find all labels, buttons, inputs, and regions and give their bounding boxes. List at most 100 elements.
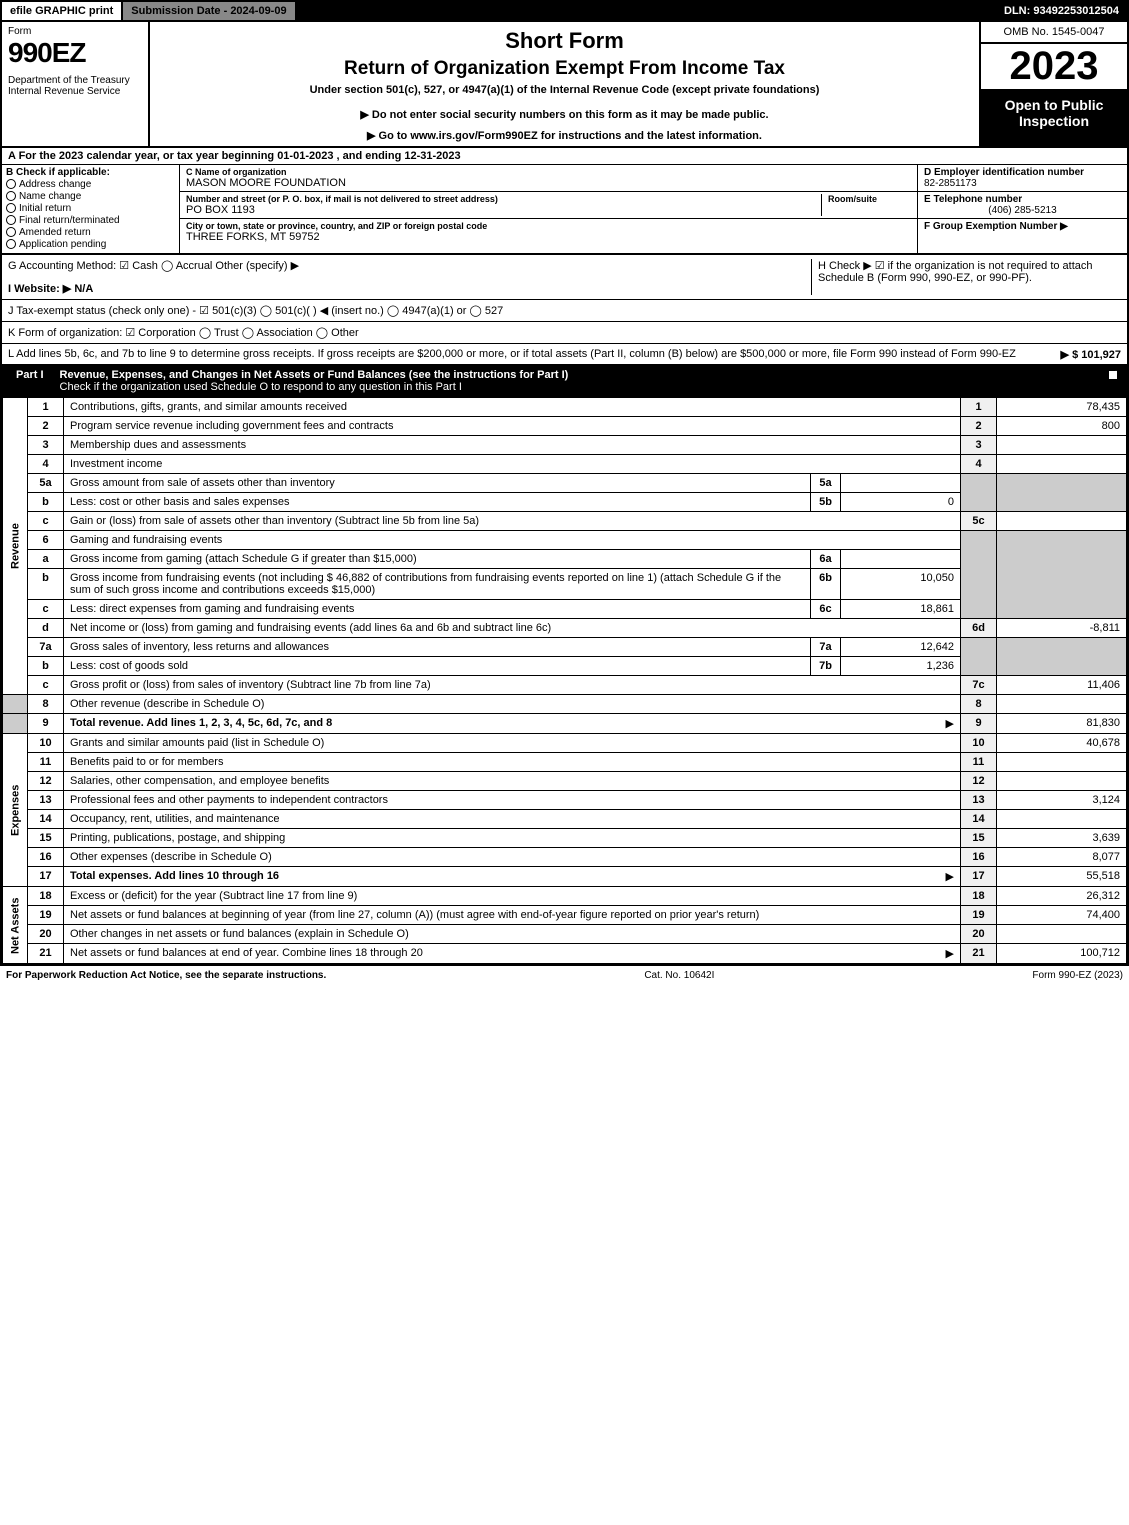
org-name: MASON MOORE FOUNDATION bbox=[186, 177, 911, 189]
l-row: L Add lines 5b, 6c, and 7b to line 9 to … bbox=[2, 344, 1127, 364]
street-label: Number and street (or P. O. box, if mail… bbox=[186, 194, 821, 204]
table-row: cGross profit or (loss) from sales of in… bbox=[3, 676, 1127, 695]
part-i-check-icon bbox=[1108, 369, 1121, 393]
table-row: 13Professional fees and other payments t… bbox=[3, 791, 1127, 810]
open-inspection: Open to Public Inspection bbox=[981, 91, 1127, 146]
tax-year: 2023 bbox=[981, 44, 1127, 91]
table-row: Net Assets 18Excess or (deficit) for the… bbox=[3, 887, 1127, 906]
c-name-label: C Name of organization bbox=[186, 167, 911, 177]
irs-link[interactable]: ▶ Go to www.irs.gov/Form990EZ for instru… bbox=[156, 129, 973, 142]
f-row: F Group Exemption Number ▶ bbox=[918, 219, 1127, 234]
header-center: Short Form Return of Organization Exempt… bbox=[150, 22, 979, 146]
phone: (406) 285-5213 bbox=[924, 205, 1121, 216]
table-row: 21Net assets or fund balances at end of … bbox=[3, 944, 1127, 964]
footer-right: Form 990-EZ (2023) bbox=[1032, 970, 1123, 981]
col-b: B Check if applicable: Address change Na… bbox=[2, 165, 180, 253]
g-accounting: G Accounting Method: ☑ Cash ◯ Accrual Ot… bbox=[8, 259, 811, 272]
title-short-form: Short Form bbox=[156, 28, 973, 54]
dln: DLN: 93492253012504 bbox=[996, 2, 1127, 20]
netassets-vlabel: Net Assets bbox=[3, 887, 28, 964]
cb-pending[interactable]: Application pending bbox=[6, 239, 175, 250]
table-row: 6Gaming and fundraising events bbox=[3, 531, 1127, 550]
table-row: 5aGross amount from sale of assets other… bbox=[3, 474, 1127, 493]
part-i: Part I Revenue, Expenses, and Changes in… bbox=[0, 366, 1129, 966]
city-row: City or town, state or province, country… bbox=[180, 219, 917, 245]
gh-row: G Accounting Method: ☑ Cash ◯ Accrual Ot… bbox=[2, 255, 1127, 300]
row-a: A For the 2023 calendar year, or tax yea… bbox=[2, 148, 1127, 165]
table-row: bLess: cost of goods sold7b1,236 bbox=[3, 657, 1127, 676]
table-row: cLess: direct expenses from gaming and f… bbox=[3, 600, 1127, 619]
footer-mid: Cat. No. 10642I bbox=[644, 970, 714, 981]
lines-table: Revenue 1Contributions, gifts, grants, a… bbox=[2, 397, 1127, 964]
table-row: 2Program service revenue including gover… bbox=[3, 417, 1127, 436]
table-row: Expenses 10Grants and similar amounts pa… bbox=[3, 734, 1127, 753]
footer-left: For Paperwork Reduction Act Notice, see … bbox=[6, 970, 326, 981]
i-website: I Website: ▶ N/A bbox=[8, 282, 811, 295]
street: PO BOX 1193 bbox=[186, 204, 821, 216]
table-row: 16Other expenses (describe in Schedule O… bbox=[3, 848, 1127, 867]
section-ghij: G Accounting Method: ☑ Cash ◯ Accrual Ot… bbox=[0, 255, 1129, 366]
room-label: Room/suite bbox=[828, 194, 911, 204]
city: THREE FORKS, MT 59752 bbox=[186, 231, 487, 243]
table-row: 12Salaries, other compensation, and empl… bbox=[3, 772, 1127, 791]
table-row: bGross income from fundraising events (n… bbox=[3, 569, 1127, 600]
top-bar: efile GRAPHIC print Submission Date - 20… bbox=[0, 0, 1129, 22]
d-row: D Employer identification number82-28511… bbox=[918, 165, 1127, 192]
cb-final[interactable]: Final return/terminated bbox=[6, 215, 175, 226]
table-row: 8Other revenue (describe in Schedule O)8 bbox=[3, 695, 1127, 714]
l-text: L Add lines 5b, 6c, and 7b to line 9 to … bbox=[8, 348, 1016, 360]
table-row: Revenue 1Contributions, gifts, grants, a… bbox=[3, 398, 1127, 417]
section-abcdef: A For the 2023 calendar year, or tax yea… bbox=[0, 148, 1129, 255]
title-return: Return of Organization Exempt From Incom… bbox=[156, 58, 973, 80]
e-row: E Telephone number(406) 285-5213 bbox=[918, 192, 1127, 219]
part-i-sub: Check if the organization used Schedule … bbox=[60, 381, 462, 393]
table-row: 3Membership dues and assessments3 bbox=[3, 436, 1127, 455]
table-row: 17Total expenses. Add lines 10 through 1… bbox=[3, 867, 1127, 887]
j-row: J Tax-exempt status (check only one) - ☑… bbox=[2, 300, 1127, 322]
table-row: 20Other changes in net assets or fund ba… bbox=[3, 925, 1127, 944]
col-c: C Name of organizationMASON MOORE FOUNDA… bbox=[180, 165, 917, 253]
city-label: City or town, state or province, country… bbox=[186, 221, 487, 231]
submission-date: Submission Date - 2024-09-09 bbox=[123, 2, 296, 20]
b-label: B Check if applicable: bbox=[6, 167, 175, 178]
header-right: OMB No. 1545-0047 2023 Open to Public In… bbox=[979, 22, 1127, 146]
h-box: H Check ▶ ☑ if the organization is not r… bbox=[811, 259, 1121, 295]
revenue-vlabel: Revenue bbox=[3, 398, 28, 695]
ssn-note: ▶ Do not enter social security numbers o… bbox=[156, 108, 973, 121]
cb-address[interactable]: Address change bbox=[6, 179, 175, 190]
table-row: 15Printing, publications, postage, and s… bbox=[3, 829, 1127, 848]
table-row: dNet income or (loss) from gaming and fu… bbox=[3, 619, 1127, 638]
table-row: 9Total revenue. Add lines 1, 2, 3, 4, 5c… bbox=[3, 714, 1127, 734]
table-row: 14Occupancy, rent, utilities, and mainte… bbox=[3, 810, 1127, 829]
footer: For Paperwork Reduction Act Notice, see … bbox=[0, 966, 1129, 985]
form-word: Form bbox=[8, 26, 142, 37]
e-label: E Telephone number bbox=[924, 194, 1121, 205]
table-row: aGross income from gaming (attach Schedu… bbox=[3, 550, 1127, 569]
street-row: Number and street (or P. O. box, if mail… bbox=[180, 192, 917, 219]
cb-name[interactable]: Name change bbox=[6, 191, 175, 202]
form-header: Form 990EZ Department of the Treasury In… bbox=[0, 22, 1129, 148]
omb-number: OMB No. 1545-0047 bbox=[981, 22, 1127, 44]
org-name-row: C Name of organizationMASON MOORE FOUNDA… bbox=[180, 165, 917, 192]
header-left: Form 990EZ Department of the Treasury In… bbox=[2, 22, 150, 146]
ein: 82-2851173 bbox=[924, 178, 1121, 189]
f-label: F Group Exemption Number ▶ bbox=[924, 221, 1068, 232]
table-row: 4Investment income4 bbox=[3, 455, 1127, 474]
part-i-title: Revenue, Expenses, and Changes in Net As… bbox=[60, 369, 569, 381]
cb-amended[interactable]: Amended return bbox=[6, 227, 175, 238]
table-row: 19Net assets or fund balances at beginni… bbox=[3, 906, 1127, 925]
cb-initial[interactable]: Initial return bbox=[6, 203, 175, 214]
part-i-num: Part I bbox=[8, 369, 52, 393]
table-row: 7aGross sales of inventory, less returns… bbox=[3, 638, 1127, 657]
subtitle: Under section 501(c), 527, or 4947(a)(1)… bbox=[156, 84, 973, 96]
table-row: cGain or (loss) from sale of assets othe… bbox=[3, 512, 1127, 531]
l-val: ▶ $ 101,927 bbox=[1061, 348, 1121, 361]
d-label: D Employer identification number bbox=[924, 167, 1121, 178]
form-number: 990EZ bbox=[8, 37, 142, 69]
k-row: K Form of organization: ☑ Corporation ◯ … bbox=[2, 322, 1127, 344]
col-def: D Employer identification number82-28511… bbox=[917, 165, 1127, 253]
department: Department of the Treasury Internal Reve… bbox=[8, 75, 142, 97]
table-row: bLess: cost or other basis and sales exp… bbox=[3, 493, 1127, 512]
row-bc: B Check if applicable: Address change Na… bbox=[2, 165, 1127, 253]
expenses-vlabel: Expenses bbox=[3, 734, 28, 887]
